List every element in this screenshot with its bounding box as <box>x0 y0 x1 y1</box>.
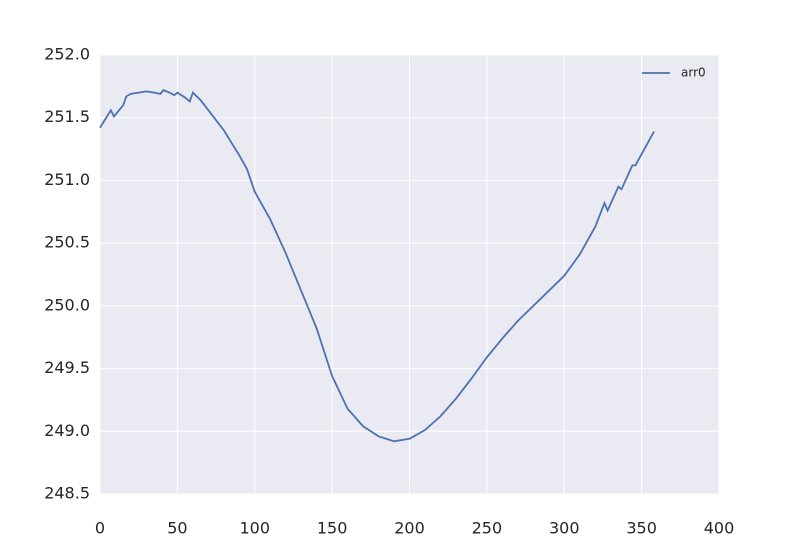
x-tick-label: 400 <box>704 519 735 538</box>
x-tick-label: 0 <box>95 519 105 538</box>
y-tick-label: 249.5 <box>44 358 90 377</box>
y-tick-label: 252.0 <box>44 45 90 64</box>
y-tick-label: 249.0 <box>44 421 90 440</box>
x-tick-label: 100 <box>239 519 270 538</box>
y-tick-label: 250.5 <box>44 233 90 252</box>
x-tick-label: 300 <box>549 519 580 538</box>
y-tick-label: 250.0 <box>44 295 90 314</box>
x-tick-label: 200 <box>394 519 425 538</box>
y-tick-label: 251.5 <box>44 107 90 126</box>
x-tick-label: 250 <box>472 519 503 538</box>
x-tick-label: 350 <box>626 519 657 538</box>
data-line <box>99 89 655 443</box>
x-tick-label: 150 <box>317 519 348 538</box>
y-tick-label: 248.5 <box>44 484 90 503</box>
y-tick-label: 251.0 <box>44 170 90 189</box>
legend-label: arr0 <box>681 66 706 80</box>
x-tick-label: 50 <box>167 519 187 538</box>
